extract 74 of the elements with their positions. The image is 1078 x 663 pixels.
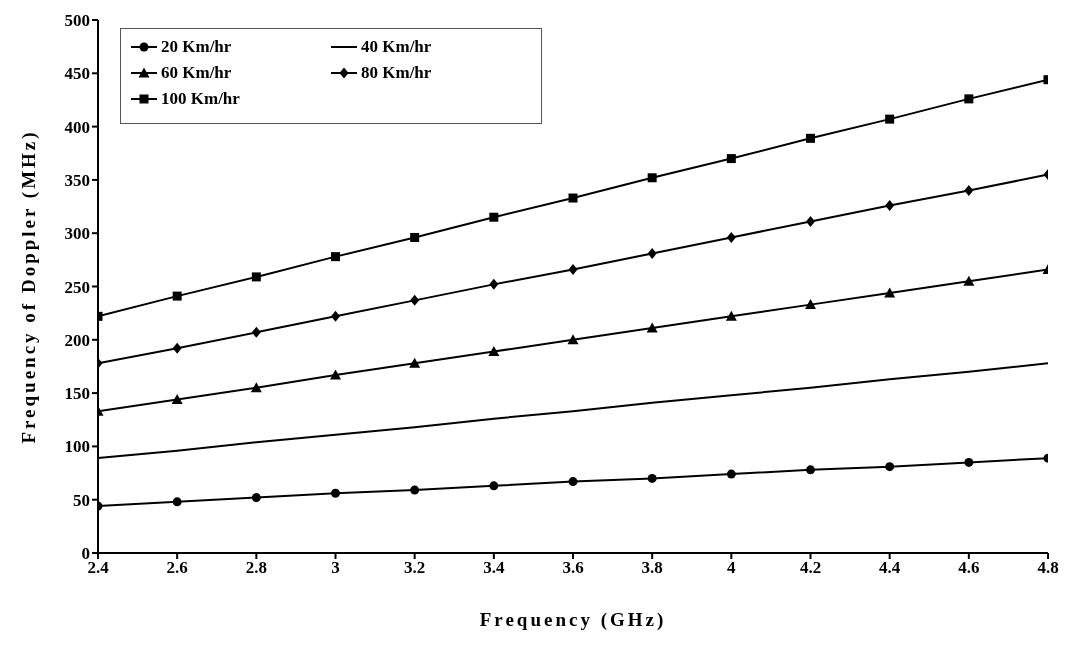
y-tick-label: 250 (64, 277, 90, 297)
point (250, 382, 262, 393)
y-tick-label: 50 (73, 490, 90, 510)
legend-label: 100 Km/hr (161, 89, 240, 109)
x-axis-title: Frequency (GHz) (479, 609, 667, 632)
point (172, 291, 182, 301)
point (647, 247, 657, 259)
x-tick-label: 3 (331, 558, 340, 578)
point (410, 294, 420, 306)
point (488, 346, 500, 357)
x-tick-label: 2.8 (245, 558, 267, 578)
point (726, 469, 736, 479)
point (885, 462, 895, 472)
point (885, 114, 895, 124)
point (806, 133, 815, 143)
point (647, 473, 657, 483)
point (331, 310, 340, 322)
y-tick-label: 500 (64, 11, 90, 31)
point (964, 185, 974, 197)
point (567, 334, 579, 345)
point (331, 252, 340, 262)
point (725, 310, 737, 321)
point (251, 272, 261, 282)
point (964, 94, 974, 104)
x-tick-label: 3.8 (641, 558, 663, 578)
y-tick-label: 400 (64, 117, 90, 137)
x-tick-label: 2.4 (87, 558, 110, 578)
point (885, 199, 895, 211)
point (251, 326, 261, 338)
point (647, 173, 657, 183)
x-tick-label: 4.2 (799, 558, 822, 578)
legend-label: 60 Km/hr (161, 63, 232, 83)
point (964, 457, 974, 467)
x-tick-label: 3.2 (404, 558, 426, 578)
point (410, 232, 420, 242)
point (409, 357, 421, 368)
x-tick-label: 3.4 (483, 558, 505, 578)
legend-label: 80 Km/hr (361, 63, 432, 83)
point (330, 369, 341, 380)
x-tick-label: 4 (727, 558, 737, 578)
point (806, 465, 815, 475)
point (806, 215, 815, 227)
point (410, 485, 420, 495)
point (331, 488, 340, 498)
y-tick-label: 150 (64, 384, 90, 404)
point (568, 193, 578, 203)
y-tick-label: 200 (64, 330, 90, 350)
y-tick-label: 300 (64, 224, 90, 244)
legend-label: 20 Km/hr (161, 37, 232, 57)
x-tick-label: 4.6 (958, 558, 980, 578)
point (251, 493, 261, 503)
point (489, 481, 499, 491)
point (884, 287, 896, 298)
point (172, 342, 182, 354)
point (489, 212, 499, 222)
point (726, 154, 736, 164)
point (171, 394, 183, 404)
y-tick-label: 350 (64, 170, 90, 190)
point (489, 278, 499, 290)
y-tick-label: 100 (64, 437, 90, 457)
y-axis-title: Frequency of Doppler (MHz) (17, 129, 40, 444)
point (726, 231, 736, 243)
x-tick-label: 2.6 (166, 558, 188, 578)
point (568, 263, 578, 275)
x-tick-label: 4.4 (879, 558, 901, 578)
point (646, 322, 658, 333)
x-tick-label: 4.8 (1037, 558, 1059, 578)
point (805, 299, 816, 310)
y-tick-label: 450 (64, 64, 90, 84)
point (172, 497, 182, 507)
point (568, 477, 578, 487)
legend-label: 40 Km/hr (361, 37, 432, 57)
x-tick-label: 3.6 (562, 558, 584, 578)
point (963, 275, 975, 286)
